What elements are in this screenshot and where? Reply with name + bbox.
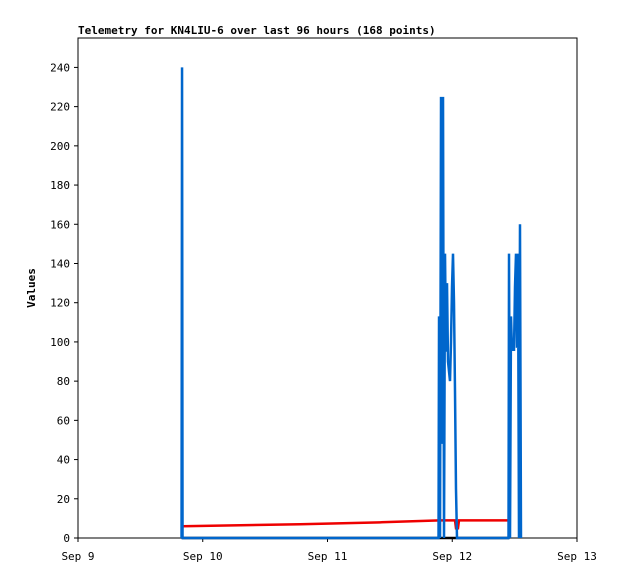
plot-frame [77, 37, 578, 539]
x-tick-label: Sep 13 [557, 550, 597, 563]
y-tick-label: 120 [50, 297, 70, 310]
y-tick-label: 100 [50, 336, 70, 349]
y-tick-label: 220 [50, 101, 70, 114]
x-tick-label: Sep 11 [308, 550, 348, 563]
chart-title: Telemetry for KN4LIU-6 over last 96 hour… [78, 24, 436, 37]
y-tick-label: 20 [57, 493, 70, 506]
y-tick-label: 240 [50, 61, 70, 74]
y-tick-label: 60 [57, 414, 70, 427]
x-tick-label: Sep 12 [432, 550, 472, 563]
x-tick-label: Sep 9 [61, 550, 94, 563]
x-tick-label: Sep 10 [183, 550, 223, 563]
y-tick-label: 180 [50, 179, 70, 192]
series-line [180, 67, 523, 540]
y-tick-label: 0 [63, 532, 70, 545]
y-axis-label: Values [25, 268, 38, 308]
y-tick-label: 40 [57, 454, 70, 467]
y-tick-label: 160 [50, 218, 70, 231]
series-line [182, 519, 510, 530]
y-tick-label: 140 [50, 257, 70, 270]
y-tick-label: 200 [50, 140, 70, 153]
y-tick-label: 80 [57, 375, 70, 388]
